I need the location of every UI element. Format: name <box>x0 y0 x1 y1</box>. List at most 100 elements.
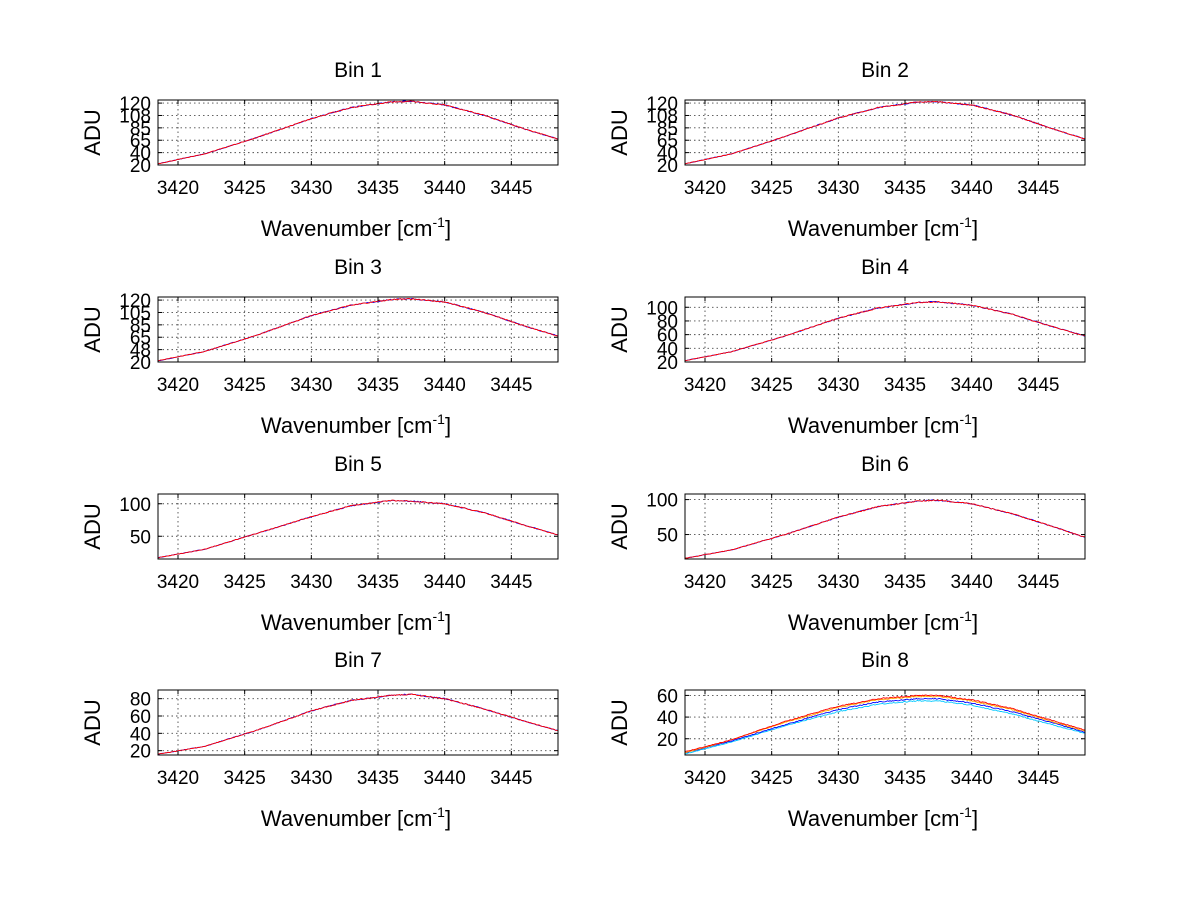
x-axis-label-text: Wavenumber [cm <box>261 413 433 438</box>
series-line-1 <box>684 301 1086 362</box>
y-tick-label: 120 <box>646 94 678 115</box>
series-line-1 <box>684 499 1086 559</box>
axes-frame <box>684 689 1086 756</box>
x-axis-label: Wavenumber [cm-1] <box>788 214 978 241</box>
x-axis-label-superscript: -1 <box>960 608 973 624</box>
x-tick-label: 3440 <box>424 375 466 396</box>
axes-frame <box>684 493 1086 560</box>
x-axis-label-superscript: -1 <box>433 214 446 230</box>
y-tick-label: 48 <box>130 341 151 362</box>
x-axis-label-tail: ] <box>972 413 978 438</box>
y-axis-label: ADU <box>607 503 632 549</box>
series-line-3 <box>684 695 1086 754</box>
y-tick-label: 120 <box>119 94 151 115</box>
y-tick-label: 65 <box>130 131 151 152</box>
x-tick-label: 3430 <box>290 572 332 593</box>
y-tick-label: 80 <box>657 312 678 333</box>
x-tick-label: 3445 <box>1017 178 1059 199</box>
x-tick-label: 3420 <box>684 178 726 199</box>
series-line-1 <box>157 100 559 165</box>
x-axis-label-text: Wavenumber [cm <box>261 216 433 241</box>
y-tick-label: 20 <box>657 353 678 374</box>
x-tick-label: 3430 <box>290 178 332 199</box>
axes-frame <box>157 296 559 363</box>
x-axis-label-tail: ] <box>445 806 451 831</box>
y-tick-label: 85 <box>657 119 678 140</box>
x-axis-label-superscript: -1 <box>433 411 446 427</box>
y-axis-label: ADU <box>607 109 632 155</box>
y-tick-label: 80 <box>130 690 151 711</box>
subplot-title: Bin 4 <box>861 256 909 279</box>
x-tick-label: 3440 <box>424 178 466 199</box>
series-line-2 <box>684 100 1086 165</box>
x-tick-label: 3440 <box>951 768 993 789</box>
x-tick-label: 3420 <box>157 572 199 593</box>
x-tick-label: 3430 <box>817 178 859 199</box>
subplot-title: Bin 6 <box>861 453 909 476</box>
y-tick-label: 100 <box>646 491 678 512</box>
x-tick-label: 3425 <box>224 572 266 593</box>
x-tick-label: 3430 <box>290 375 332 396</box>
series-line-2 <box>157 100 559 165</box>
x-axis-label: Wavenumber [cm-1] <box>788 411 978 438</box>
series-line-2 <box>157 693 558 755</box>
y-tick-label: 20 <box>657 730 678 751</box>
y-axis-label: ADU <box>607 699 632 745</box>
x-axis-label: Wavenumber [cm-1] <box>788 804 978 831</box>
x-tick-label: 3420 <box>157 768 199 789</box>
subplot-bin-4: Bin 4 3420 3425 3430 3435 3440 3445 20406080100… <box>607 256 1086 438</box>
x-tick-label: 3435 <box>884 375 926 396</box>
x-axis-label-tail: ] <box>972 806 978 831</box>
y-tick-label: 60 <box>657 326 678 347</box>
x-tick-label: 3445 <box>1017 375 1059 396</box>
x-tick-label: 3425 <box>224 375 266 396</box>
y-tick-label: 20 <box>130 353 151 374</box>
x-axis-label-superscript: -1 <box>960 411 973 427</box>
x-axis-label: Wavenumber [cm-1] <box>261 411 451 438</box>
y-axis-label: ADU <box>80 306 105 352</box>
y-tick-label: 40 <box>657 708 678 729</box>
y-tick-label: 60 <box>657 686 678 707</box>
x-tick-label: 3445 <box>490 178 532 199</box>
y-tick-label: 20 <box>130 742 151 763</box>
series-line-2 <box>684 697 1086 754</box>
x-tick-label: 3425 <box>224 768 266 789</box>
x-tick-label: 3440 <box>951 572 993 593</box>
x-tick-label: 3430 <box>817 572 859 593</box>
x-tick-label: 3445 <box>490 572 532 593</box>
axes-frame <box>157 99 559 166</box>
series-line-1 <box>157 297 559 362</box>
x-axis-label: Wavenumber [cm-1] <box>788 608 978 635</box>
x-tick-label: 3425 <box>224 178 266 199</box>
subplot-title: Bin 5 <box>334 453 382 476</box>
x-tick-label: 3430 <box>817 768 859 789</box>
x-tick-label: 3445 <box>490 375 532 396</box>
y-tick-label: 40 <box>130 144 151 165</box>
x-tick-label: 3440 <box>951 375 993 396</box>
subplot-bin-2: Bin 2 3420 3425 3430 3435 3440 3445 20406585108… <box>607 59 1086 241</box>
y-tick-label: 40 <box>657 144 678 165</box>
x-axis-label-tail: ] <box>445 216 451 241</box>
subplot-title: Bin 3 <box>334 256 382 279</box>
x-axis-label: Wavenumber [cm-1] <box>261 214 451 241</box>
x-tick-label: 3445 <box>490 768 532 789</box>
y-tick-label: 40 <box>130 724 151 745</box>
series-line-4 <box>684 694 1086 753</box>
x-tick-label: 3420 <box>157 178 199 199</box>
y-tick-label: 60 <box>130 707 151 728</box>
x-axis-label-tail: ] <box>972 610 978 635</box>
y-tick-label: 20 <box>657 156 678 177</box>
subplot-bin-6: Bin 6 3420 3425 3430 3435 3440 3445 50 100 ADU Wav… <box>607 453 1086 635</box>
x-tick-label: 3435 <box>357 768 399 789</box>
y-axis-label: ADU <box>607 306 632 352</box>
y-tick-label: 20 <box>130 156 151 177</box>
y-axis-label: ADU <box>80 109 105 155</box>
x-tick-label: 3435 <box>357 572 399 593</box>
y-tick-label: 120 <box>119 291 151 312</box>
axes-frame <box>684 296 1086 363</box>
subplot-bin-1: Bin 1 3420 3425 3430 3435 3440 3445 20406585108… <box>80 59 559 241</box>
series-line-2 <box>157 499 559 559</box>
y-axis-label: ADU <box>80 699 105 745</box>
x-tick-label: 3435 <box>884 572 926 593</box>
